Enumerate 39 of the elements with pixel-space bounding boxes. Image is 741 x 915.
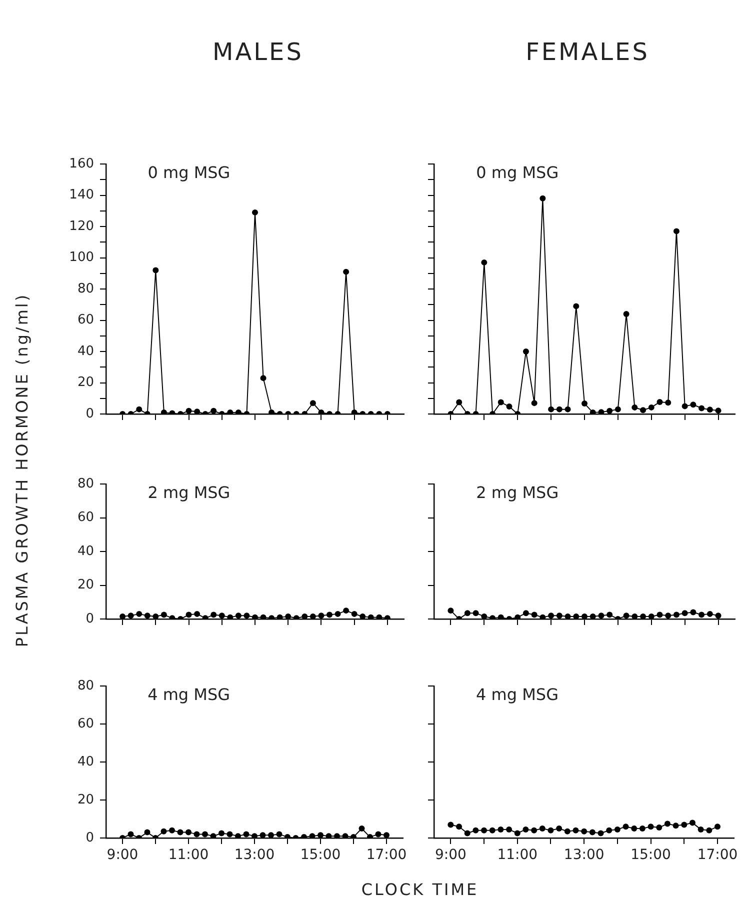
y-tick-label: 40	[77, 344, 94, 359]
y-tick-label: 40	[77, 754, 94, 770]
y-tick-label: 80	[77, 476, 94, 492]
y-tick-label: 0	[86, 406, 94, 422]
y-tick-label: 60	[77, 716, 94, 732]
y-tick-label: 160	[69, 156, 94, 172]
annotation: 0 mg MSG	[476, 163, 559, 182]
annotation: 2 mg MSG	[148, 483, 230, 502]
x-tick-label: 13:00	[564, 847, 604, 864]
y-tick-label: 0	[86, 611, 94, 626]
y-tick-label: 120	[69, 218, 94, 234]
y-tick-label: 80	[77, 281, 94, 296]
x-tick-label: 11:00	[497, 847, 538, 864]
y-tick-label: 20	[77, 375, 94, 390]
x-tick-label: 15:00	[300, 847, 341, 864]
y-tick-label: 0	[86, 830, 94, 846]
y-tick-label: 60	[77, 510, 94, 526]
y-tick-label: 60	[77, 312, 94, 328]
y-tick-label: 40	[77, 544, 94, 559]
x-axis-title: CLOCK TIME	[361, 880, 479, 899]
x-tick-label: 13:00	[234, 847, 275, 864]
y-tick-label: 80	[77, 678, 94, 694]
y-tick-label: 140	[69, 188, 94, 203]
y-axis-title: PLASMA GROWTH HORMONE (ng/ml)	[12, 292, 32, 648]
annotation: 2 mg MSG	[476, 483, 559, 502]
x-tick-label: 15:00	[630, 847, 671, 864]
annotation: 0 mg MSG	[148, 163, 230, 182]
x-tick-label: 17:00	[697, 847, 738, 864]
x-tick-label: 11:00	[168, 847, 209, 864]
x-tick-label: 9:00	[434, 847, 466, 864]
annotation: 4 mg MSG	[148, 685, 230, 704]
x-tick-label: 9:00	[106, 847, 138, 864]
chart-title: FEMALES	[526, 38, 650, 66]
y-tick-label: 20	[77, 792, 94, 808]
y-tick-label: 20	[77, 578, 94, 593]
x-tick-label: 17:00	[366, 847, 407, 864]
annotation: 4 mg MSG	[476, 685, 558, 704]
y-tick-label: 100	[69, 250, 94, 266]
chart-title: MALES	[212, 38, 304, 66]
